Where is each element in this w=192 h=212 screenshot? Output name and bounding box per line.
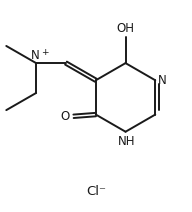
Text: NH: NH [118, 135, 136, 148]
Text: +: + [41, 48, 49, 57]
Text: N: N [31, 49, 40, 62]
Text: Cl⁻: Cl⁻ [86, 185, 106, 198]
Text: N: N [158, 74, 167, 87]
Text: OH: OH [117, 22, 135, 35]
Text: O: O [61, 110, 70, 123]
